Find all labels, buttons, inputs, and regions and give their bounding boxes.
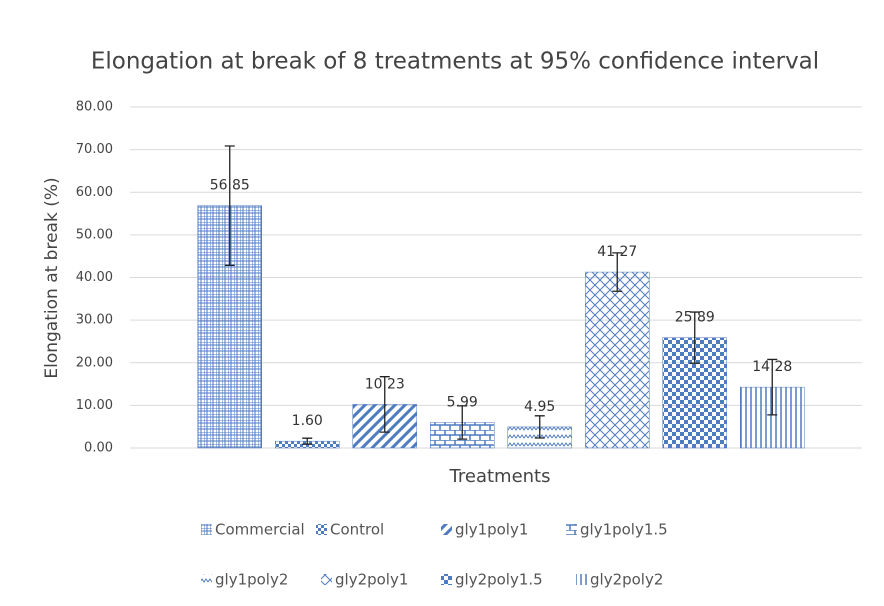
error-bar — [689, 311, 700, 364]
legend-swatch — [566, 524, 577, 535]
error-bar — [534, 415, 545, 439]
error-bar — [302, 437, 313, 445]
error-bar — [224, 145, 235, 267]
legend-label: gly1poly1.5 — [580, 521, 668, 539]
y-tick-label: 20.00 — [76, 355, 113, 370]
y-tick-label: 50.00 — [76, 227, 113, 242]
y-tick-label: 70.00 — [76, 142, 113, 157]
legend-swatch — [321, 574, 332, 585]
data-label: 14.28 — [752, 359, 792, 375]
legend-swatch — [201, 524, 212, 535]
legend-label: gly2poly1.5 — [455, 571, 543, 589]
y-tick-label: 0.00 — [84, 441, 113, 456]
data-label: 25.89 — [675, 310, 715, 326]
bar — [585, 271, 650, 449]
error-bar — [457, 405, 468, 440]
legend-swatch — [576, 574, 587, 585]
legend-swatch — [441, 574, 452, 585]
y-tick-label: 30.00 — [76, 313, 113, 328]
legend-label: gly1poly2 — [215, 571, 288, 589]
data-label: 41.27 — [597, 244, 637, 260]
legend-swatch — [201, 574, 212, 585]
data-label: 56.85 — [210, 178, 250, 194]
legend-swatch — [316, 524, 327, 535]
error-bar — [612, 252, 623, 292]
y-tick-label: 40.00 — [76, 270, 113, 285]
legend-label: gly1poly1 — [455, 521, 528, 539]
y-tick-label: 60.00 — [76, 185, 113, 200]
error-bar — [379, 376, 390, 433]
data-label: 1.60 — [292, 413, 323, 429]
legend-label: Commercial — [215, 521, 305, 539]
y-axis-label: Elongation at break (%) — [42, 177, 62, 378]
x-axis-label: Treatments — [449, 466, 551, 487]
data-label: 5.99 — [447, 394, 478, 410]
error-bar — [767, 358, 778, 416]
legend-swatch — [441, 524, 452, 535]
data-label: 10.23 — [365, 376, 405, 392]
data-label: 4.95 — [524, 399, 555, 415]
y-tick-label: 10.00 — [76, 398, 113, 413]
legend-label: gly2poly2 — [590, 571, 663, 589]
chart-title: Elongation at break of 8 treatments at 9… — [91, 49, 819, 75]
legend-label: Control — [330, 521, 384, 539]
y-tick-label: 80.00 — [76, 100, 113, 115]
legend-label: gly2poly1 — [335, 571, 408, 589]
